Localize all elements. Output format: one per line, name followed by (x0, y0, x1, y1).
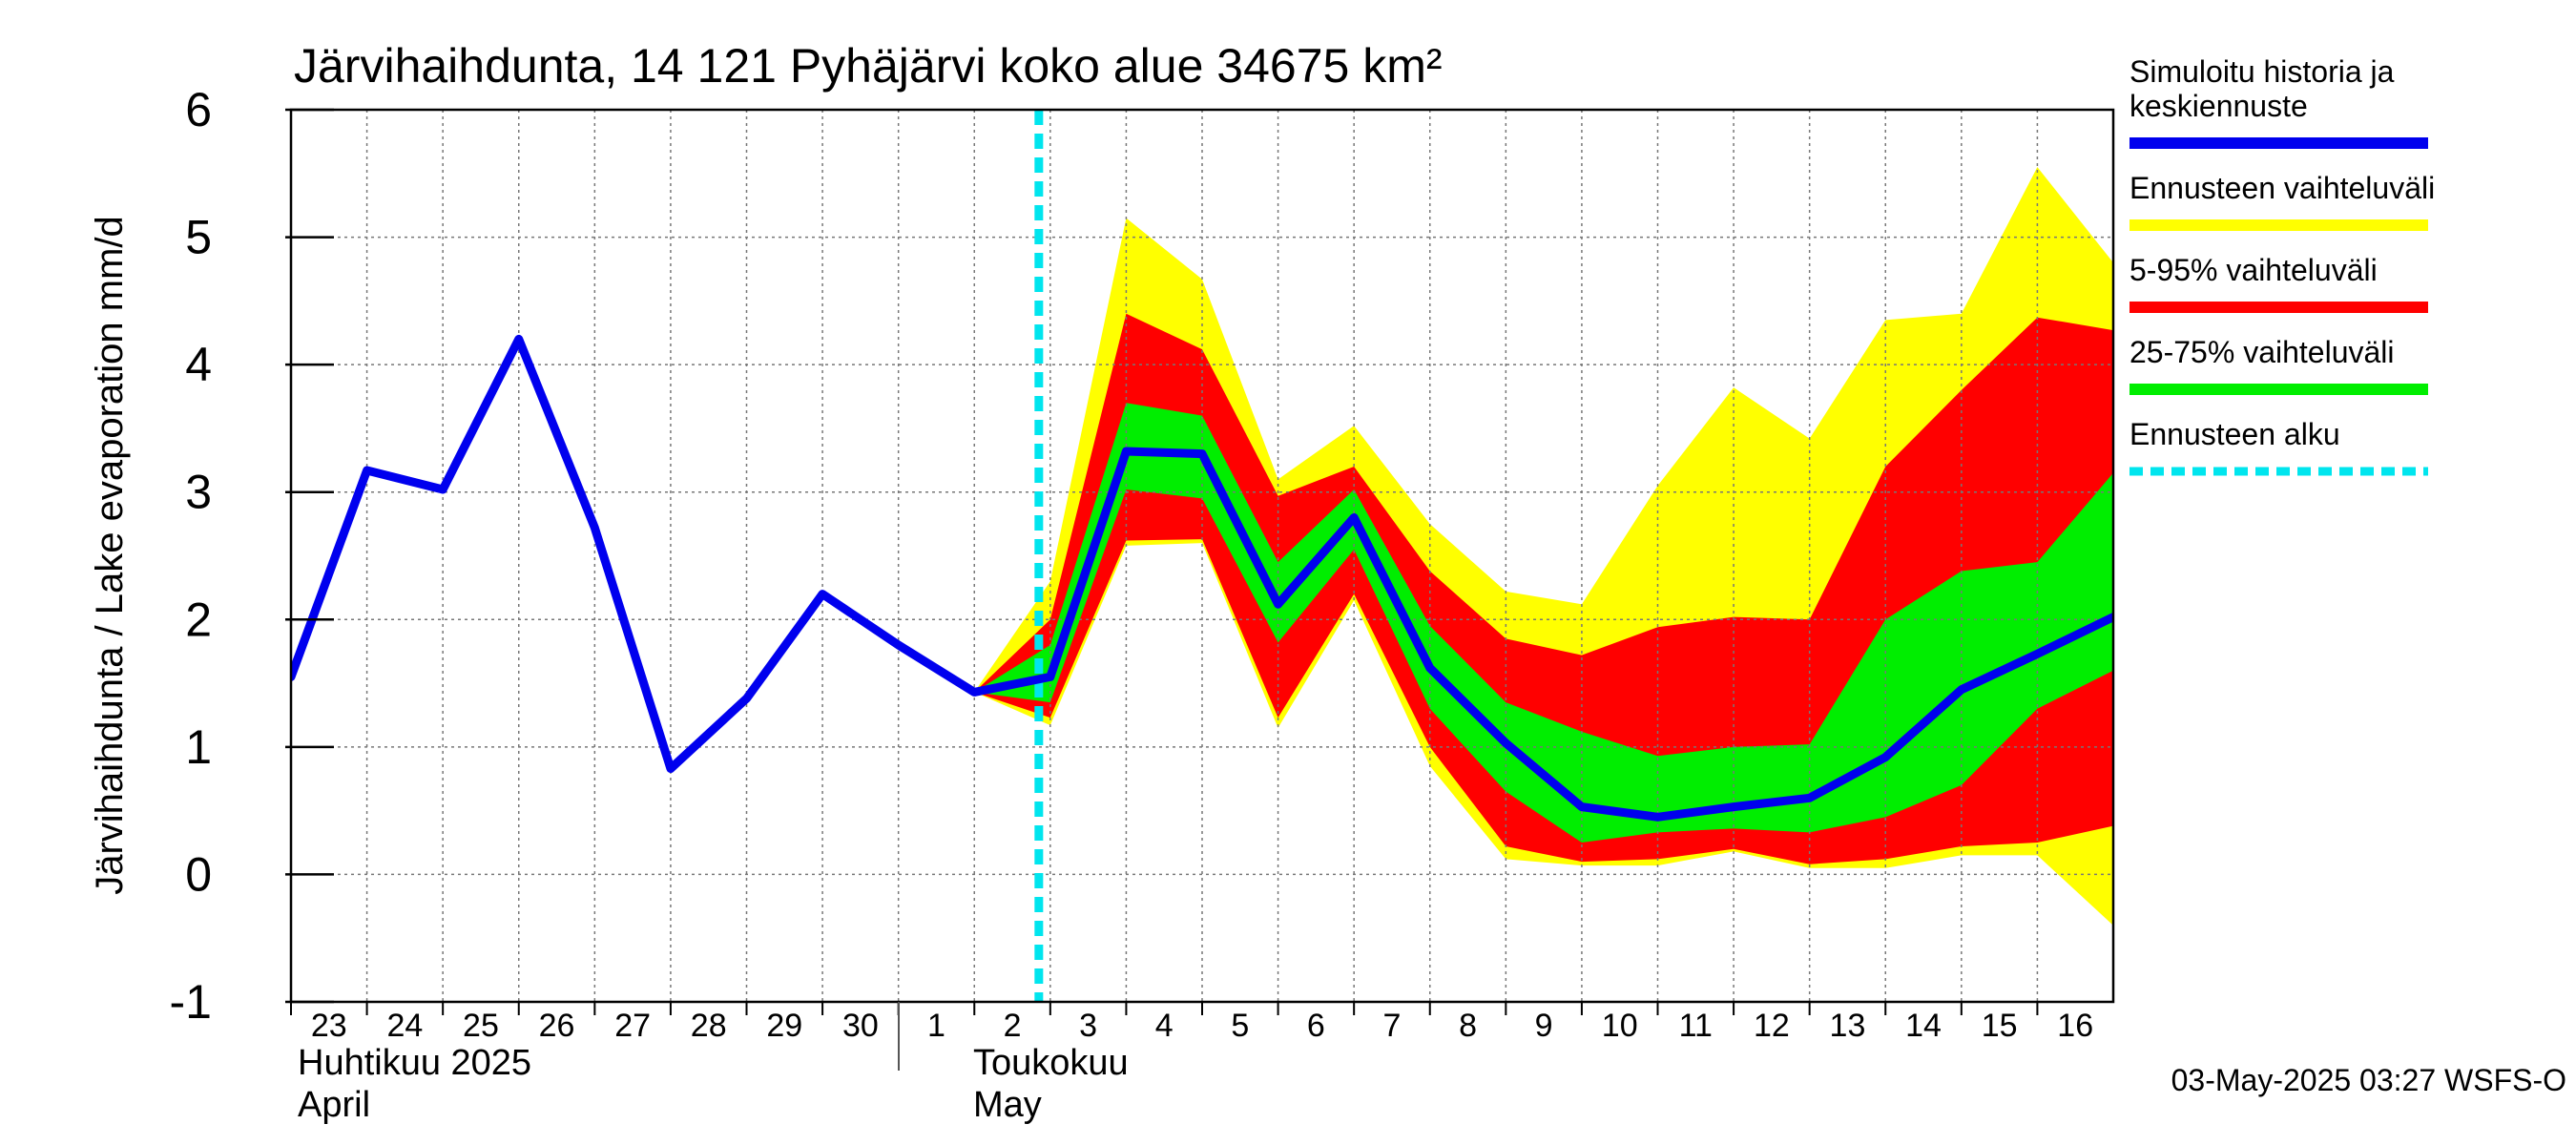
y-tick-label: 0 (185, 847, 212, 901)
y-axis: -1 0 1 2 3 4 5 6 (170, 83, 334, 1029)
x-tick-label: 11 (1679, 1008, 1713, 1044)
legend-label: Simuloitu historia ja (2129, 54, 2395, 89)
y-tick-label: 5 (185, 211, 212, 264)
legend-label: 5-95% vaihteluväli (2129, 253, 2378, 287)
x-tick-label: 6 (1307, 1008, 1325, 1044)
series (291, 334, 2113, 822)
x-axis: 23 24 25 26 27 28 29 30 1 2 3 4 5 6 7 8 9 10 11 12 13 14 15 16 (290, 1002, 2093, 1044)
legend-label: keskiennuste (2129, 89, 2308, 123)
x-tick-label: 13 (1830, 1008, 1866, 1044)
legend-item: Ennusteen alku (2129, 417, 2428, 476)
y-tick-label: 6 (185, 83, 212, 136)
x-tick-label: 9 (1535, 1008, 1553, 1044)
x-tick-label: 16 (2057, 1008, 2093, 1044)
x-tick-label: 7 (1382, 1008, 1401, 1044)
month-label-april-en: April (298, 1085, 370, 1125)
legend-item: 5-95% vaihteluväli (2129, 253, 2428, 313)
y-axis-label: Järvihaihdunta / Lake evaporation mm/d (89, 216, 131, 895)
legend-label: Ennusteen alku (2129, 417, 2340, 451)
y-tick-label: -1 (170, 975, 212, 1029)
x-tick-label: 30 (842, 1008, 879, 1044)
legend-item: Ennusteen vaihteluväli (2129, 171, 2435, 231)
x-tick-label: 23 (311, 1008, 347, 1044)
x-tick-label: 24 (386, 1008, 423, 1044)
legend-label: Ennusteen vaihteluväli (2129, 171, 2435, 205)
x-tick-label: 26 (539, 1008, 575, 1044)
x-tick-label: 8 (1459, 1008, 1477, 1044)
footer-timestamp: 03-May-2025 03:27 WSFS-O (2171, 1063, 2566, 1097)
month-label-april-fi: Huhtikuu 2025 (298, 1043, 531, 1083)
x-tick-label: 28 (691, 1008, 727, 1044)
forecast-bands (974, 167, 2113, 926)
band-2 (974, 403, 2113, 843)
legend-label: 25-75% vaihteluväli (2129, 335, 2395, 369)
x-tick-label: 4 (1155, 1008, 1174, 1044)
legend-item: 25-75% vaihteluväli (2129, 335, 2428, 395)
series-line-0 (291, 334, 2113, 822)
x-tick-label: 5 (1231, 1008, 1249, 1044)
y-tick-label: 3 (185, 466, 212, 519)
y-tick-label: 2 (185, 593, 212, 646)
x-tick-label: 3 (1079, 1008, 1097, 1044)
x-tick-label: 10 (1602, 1008, 1638, 1044)
x-tick-label: 27 (614, 1008, 651, 1044)
month-labels: Huhtikuu 2025 April Toukokuu May (298, 1002, 1129, 1125)
x-tick-label: 29 (766, 1008, 802, 1044)
x-tick-label: 2 (1004, 1008, 1022, 1044)
x-tick-label: 25 (463, 1008, 499, 1044)
x-tick-label: 1 (927, 1008, 945, 1044)
chart-title: Järvihaihdunta, 14 121 Pyhäjärvi koko al… (294, 39, 1443, 93)
grid (291, 110, 2113, 1002)
month-label-may-fi: Toukokuu (973, 1043, 1129, 1083)
y-tick-label: 1 (185, 720, 212, 774)
x-tick-label: 12 (1754, 1008, 1790, 1044)
y-tick-label: 4 (185, 338, 212, 391)
x-tick-label: 15 (1982, 1008, 2018, 1044)
x-tick-label: 14 (1905, 1008, 1942, 1044)
month-label-may-en: May (973, 1085, 1042, 1125)
